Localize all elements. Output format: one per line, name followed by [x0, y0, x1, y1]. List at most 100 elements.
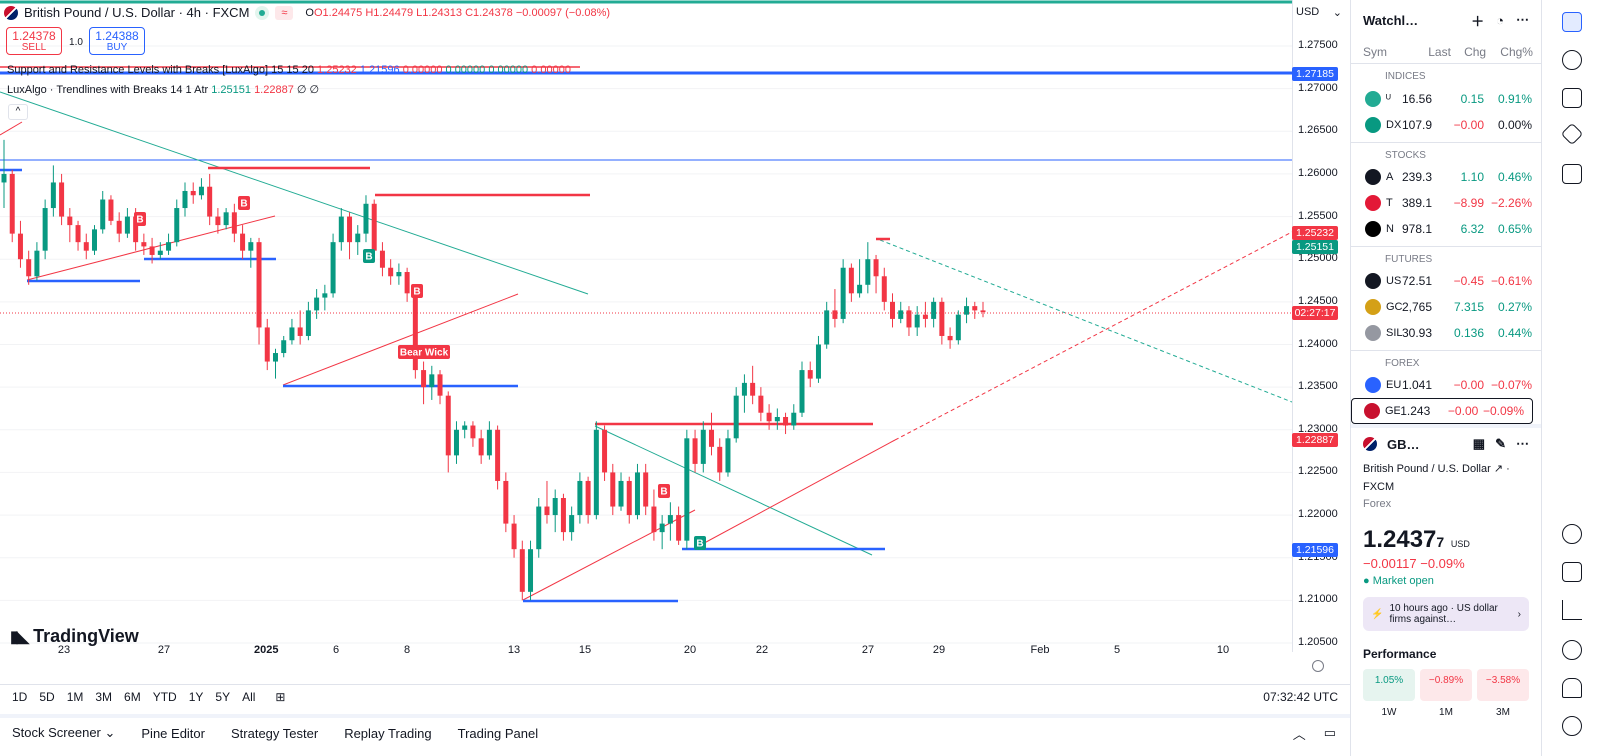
candle-body — [519, 549, 525, 592]
row-change-pct: −0.09% — [1482, 404, 1524, 418]
column-header[interactable]: Sym — [1363, 44, 1387, 59]
time-tick-label: 27 — [861, 644, 875, 656]
indicator-tl-v1: 1.25151 — [211, 84, 251, 96]
price-axis[interactable] — [1292, 0, 1350, 652]
people-icon[interactable] — [1562, 640, 1582, 660]
candle-body — [223, 212, 229, 226]
symbol-title[interactable]: British Pound / U.S. Dollar · 4h · FXCM — [24, 5, 250, 20]
range-3m[interactable]: 3M — [95, 689, 113, 704]
watchlist-icon[interactable] — [1562, 12, 1582, 32]
watchlist-section-futures[interactable]: FUTURES — [1351, 246, 1541, 268]
layers-icon[interactable] — [1560, 122, 1584, 146]
range-5y[interactable]: 5Y — [215, 689, 231, 704]
date-range-icon[interactable]: ⊞ — [275, 689, 286, 704]
column-header[interactable]: Chg% — [1500, 44, 1533, 59]
buy-button[interactable]: 1.24388 BUY — [89, 27, 145, 55]
watchlist-row[interactable]: US 72.51 −0.45 −0.61% — [1351, 268, 1541, 294]
collapse-panel-icon[interactable]: ︿ — [1292, 726, 1306, 742]
range-5d[interactable]: 5D — [39, 689, 55, 704]
details-exchange: FXCM — [1363, 481, 1395, 493]
performance-card-1m[interactable]: −0.89% 1M — [1420, 669, 1472, 718]
watchlist-row[interactable]: SIL 30.93 0.136 0.44% — [1351, 320, 1541, 346]
wave-icon[interactable]: ≈ — [275, 5, 294, 20]
indicator-trendlines[interactable]: LuxAlgo · Trendlines with Breaks 14 1 At… — [7, 83, 319, 96]
row-change: −8.99 — [1453, 196, 1484, 210]
tab-trading-panel[interactable]: Trading Panel — [457, 725, 539, 741]
price-tag: 1.27185 — [1292, 67, 1338, 81]
alarm-clock-icon[interactable] — [1562, 50, 1582, 70]
bell-icon[interactable] — [1562, 678, 1582, 698]
candle-body — [347, 216, 353, 243]
grid-icon[interactable]: ▦ — [1472, 436, 1486, 451]
add-symbol-icon[interactable]: ＋ — [1471, 13, 1485, 29]
range-all[interactable]: All — [242, 689, 256, 704]
candle-body — [717, 446, 723, 473]
sell-button[interactable]: 1.24378 SELL — [6, 27, 62, 55]
external-link-icon[interactable]: ↗ — [1493, 463, 1504, 475]
details-name-text[interactable]: British Pound / U.S. Dollar — [1363, 463, 1491, 475]
chart-icon[interactable]: ◔ — [1496, 12, 1504, 28]
chart-pane[interactable]: B B B B B B Bear Wick British Pound / U.S. Dol… — [0, 0, 1292, 652]
tab-replay-trading[interactable]: Replay Trading — [344, 725, 432, 741]
more-icon[interactable]: ⋯ — [1516, 436, 1529, 451]
notes-icon[interactable] — [1562, 88, 1582, 108]
watchlist-row[interactable]: EU 1.041 −0.00 −0.07% — [1351, 372, 1541, 398]
candle-body — [544, 506, 550, 516]
time-axis[interactable]: 23 27 2025 6 8 13 15 20 22 27 29 Feb 5 10 — [0, 642, 1292, 662]
range-6m[interactable]: 6M — [124, 689, 141, 704]
news-card[interactable]: ⚡ 10 hours ago · US dollar firms against… — [1363, 597, 1529, 631]
break-label-b-bg — [238, 196, 250, 210]
watchlist-row[interactable]: ᵁ 16.56 0.15 0.91% — [1351, 86, 1541, 112]
performance-card-1w[interactable]: 1.05% 1W — [1363, 669, 1415, 718]
tab-pine-editor[interactable]: Pine Editor — [141, 725, 205, 741]
price-chart[interactable]: B B B B B B Bear Wick — [0, 0, 1292, 652]
watchlist-row[interactable]: GE 1.243 −0.00 −0.09% — [1351, 398, 1533, 424]
market-open-icon — [255, 5, 270, 20]
tab-strategy-tester[interactable]: Strategy Tester — [230, 725, 319, 741]
more-icon[interactable]: ⋯ — [1516, 12, 1529, 27]
candle-body — [593, 429, 599, 516]
range-1d[interactable]: 1D — [12, 689, 28, 704]
symbol-logo-icon — [1365, 169, 1381, 185]
currency-select[interactable]: USD ⌄ — [1296, 6, 1342, 19]
edit-icon[interactable]: ✎ — [1495, 436, 1506, 451]
quantity-field[interactable]: 1.0 — [69, 37, 83, 48]
axis-settings-icon[interactable] — [1312, 660, 1324, 672]
watchlist-row[interactable]: A 239.3 1.10 0.46% — [1351, 164, 1541, 190]
chat-icon[interactable] — [1562, 164, 1582, 184]
column-header[interactable]: Chg — [1464, 44, 1487, 59]
right-toolbar — [1541, 0, 1600, 756]
range-1m[interactable]: 1M — [66, 689, 84, 704]
calendar-icon[interactable] — [1562, 562, 1582, 582]
watchlist-row[interactable]: DX 107.9 −0.00 0.00% — [1351, 112, 1541, 138]
range-1y[interactable]: 1Y — [188, 689, 204, 704]
watchlist-header: Watchl… ＋ ◔ ⋯ — [1351, 0, 1541, 40]
row-change-pct: 0.46% — [1497, 170, 1532, 184]
range-ytd[interactable]: YTD — [152, 689, 177, 704]
watchlist-title[interactable]: Watchl… — [1363, 12, 1419, 28]
price-tick-label: 1.24000 — [1298, 337, 1338, 350]
collapse-legend-button[interactable]: ^ — [8, 104, 28, 120]
price-tag: 1.25151 — [1292, 240, 1338, 254]
watchlist-row[interactable]: GC 2,765 7.315 0.27% — [1351, 294, 1541, 320]
performance-card-3m[interactable]: −3.58% 3M — [1477, 669, 1529, 718]
candle-body — [700, 429, 706, 464]
indicator-sr-levels[interactable]: Support and Resistance Levels with Break… — [7, 64, 571, 76]
break-label-b-bg — [694, 536, 706, 550]
column-header[interactable]: Last — [1428, 44, 1451, 59]
utc-clock[interactable]: 07:32:42 UTC — [1263, 689, 1338, 704]
compass-icon[interactable] — [1562, 524, 1582, 544]
tab-stock-screener[interactable]: Stock Screener ⌄ — [12, 725, 116, 740]
details-symbol[interactable]: GB… — [1387, 436, 1420, 452]
buy-price: 1.24388 — [95, 29, 139, 43]
time-tick-label: 5 — [1113, 644, 1121, 656]
watchlist-section-stocks[interactable]: STOCKS — [1351, 142, 1541, 164]
watchlist-section-forex[interactable]: FOREX — [1351, 350, 1541, 372]
watchlist-section-indices[interactable]: INDICES — [1385, 71, 1426, 82]
symbol-logo-icon — [1364, 403, 1380, 419]
chart-line-icon[interactable] — [1562, 600, 1582, 620]
watchlist-row[interactable]: T 389.1 −8.99 −2.26% — [1351, 190, 1541, 216]
help-icon[interactable] — [1562, 716, 1582, 736]
maximize-panel-icon[interactable]: ▭ — [1323, 725, 1336, 740]
watchlist-row[interactable]: N 978.1 6.32 0.65% — [1351, 216, 1541, 242]
